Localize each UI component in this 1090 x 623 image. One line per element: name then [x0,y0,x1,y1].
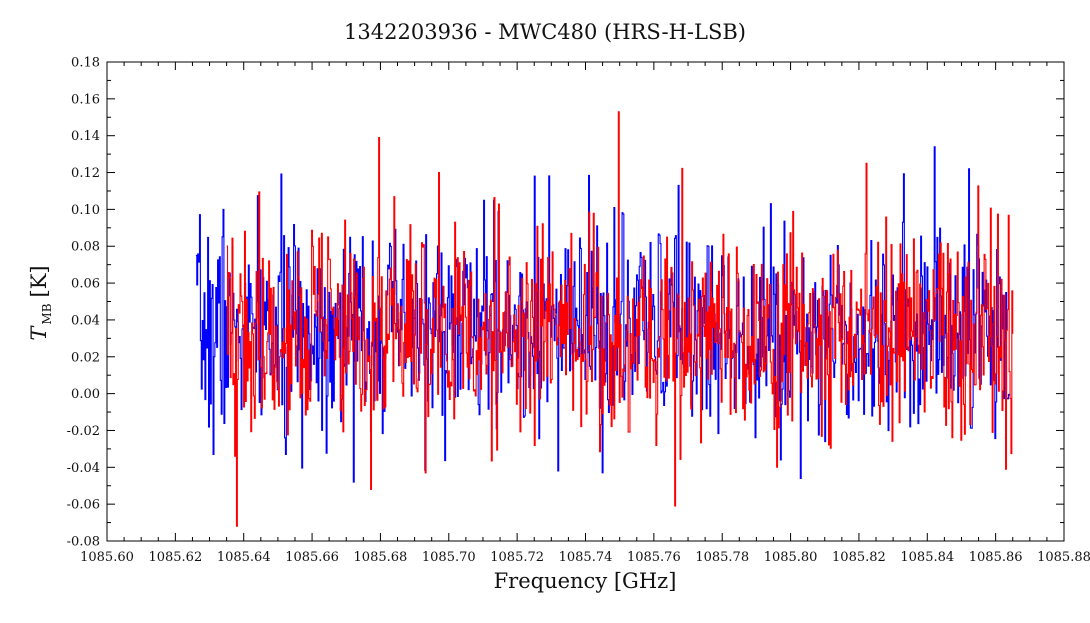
svg-text:TMB[K]: TMB [K] [27,265,54,340]
y-tick-label: 0.10 [71,203,100,218]
x-tick-label: 1085.72 [490,550,544,565]
x-tick-label: 1085.62 [148,550,202,565]
x-tick-label: 1085.80 [764,550,818,565]
y-tick-label: 0.16 [71,92,100,107]
x-tick-label: 1085.66 [285,550,339,565]
x-tick-label: 1085.76 [627,550,681,565]
y-tick-label: -0.02 [67,424,100,439]
x-tick-label: 1085.78 [695,550,749,565]
chart-title: 1342203936 - MWC480 (HRS-H-LSB) [344,20,746,44]
x-tick-label: 1085.64 [217,550,271,565]
y-tick-label: -0.08 [67,535,100,550]
y-tick-label: 0.08 [71,240,100,255]
spectrum-series-line-1 [195,146,1010,483]
y-tick-label: 0.14 [71,129,100,144]
y-tick-label: 0.00 [71,387,100,402]
x-tick-label: 1085.88 [1037,550,1090,565]
y-tick-label: 0.12 [71,166,100,181]
y-axis-title-subscript: MB [40,303,54,324]
spectrum-series-line-2 [226,111,1014,527]
x-axis-title: Frequency [GHz] [494,569,677,593]
x-tick-label: 1085.82 [832,550,886,565]
x-tick-label: 1085.68 [354,550,408,565]
y-tick-label: -0.06 [67,498,100,513]
y-axis-title-unit: [K] [27,265,51,297]
x-tick-label: 1085.74 [559,550,613,565]
y-axis-title-symbol: T [27,325,51,341]
y-tick-label: -0.04 [67,461,100,476]
x-tick-label: 1085.86 [969,550,1023,565]
y-axis-title: TMB [K] [27,265,54,340]
x-tick-label: 1085.84 [900,550,954,565]
y-tick-label: 0.18 [71,56,100,71]
x-tick-label: 1085.70 [422,550,476,565]
ticks-layer: 1085.60 1085.62 1085.64 1085.66 1085.68 1085.… [67,56,1090,566]
x-tick-label: 1085.60 [80,550,134,565]
y-tick-label: 0.04 [71,313,100,328]
y-tick-label: 0.02 [71,350,100,365]
y-tick-label: 0.06 [71,277,100,292]
series-layer [195,111,1014,527]
